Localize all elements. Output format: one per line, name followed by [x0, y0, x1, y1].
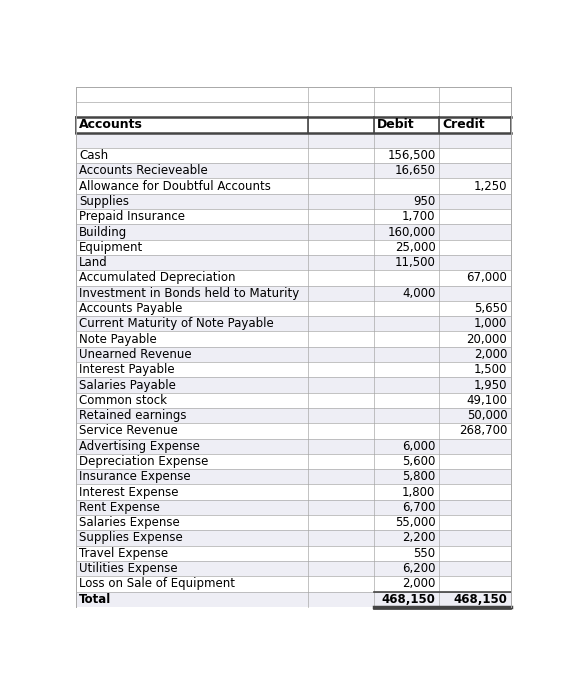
Text: Land: Land	[79, 256, 108, 269]
Text: 950: 950	[413, 195, 435, 208]
Text: 50,000: 50,000	[467, 409, 507, 422]
Text: Equipment: Equipment	[79, 241, 144, 254]
Text: 160,000: 160,000	[387, 225, 435, 239]
Bar	[76, 592, 511, 607]
Text: Retained earnings: Retained earnings	[79, 409, 187, 422]
Text: 11,500: 11,500	[394, 256, 435, 269]
Bar	[76, 148, 511, 163]
Text: 55,000: 55,000	[395, 516, 435, 529]
Bar	[76, 87, 511, 102]
Bar	[76, 515, 511, 531]
Text: Total: Total	[79, 593, 112, 606]
Text: Allowance for Doubtful Accounts: Allowance for Doubtful Accounts	[79, 180, 271, 193]
Text: 67,000: 67,000	[466, 272, 507, 284]
Text: Utilities Expense: Utilities Expense	[79, 562, 178, 575]
Text: Accounts Recieveable: Accounts Recieveable	[79, 164, 208, 177]
Bar	[76, 424, 511, 439]
Text: 6,700: 6,700	[402, 501, 435, 514]
Text: Debit: Debit	[377, 118, 415, 132]
Bar	[76, 118, 511, 132]
Bar	[76, 209, 511, 225]
Bar	[76, 178, 511, 194]
Text: 1,800: 1,800	[402, 486, 435, 498]
Text: Insurance Expense: Insurance Expense	[79, 470, 191, 483]
Text: Prepaid Insurance: Prepaid Insurance	[79, 210, 185, 223]
Text: 16,650: 16,650	[394, 164, 435, 177]
Bar	[76, 454, 511, 469]
Bar	[76, 194, 511, 209]
Text: 2,000: 2,000	[474, 348, 507, 361]
Text: 1,950: 1,950	[474, 379, 507, 391]
Text: Supplies: Supplies	[79, 195, 129, 208]
Text: 4,000: 4,000	[402, 287, 435, 300]
Text: 1,500: 1,500	[474, 363, 507, 376]
Text: Loss on Sale of Equipment: Loss on Sale of Equipment	[79, 578, 235, 590]
Bar	[76, 346, 511, 362]
Text: Salaries Payable: Salaries Payable	[79, 379, 176, 391]
Text: Unearned Revenue: Unearned Revenue	[79, 348, 192, 361]
Text: 2,200: 2,200	[402, 531, 435, 545]
Text: 6,000: 6,000	[402, 440, 435, 453]
Text: Travel Expense: Travel Expense	[79, 547, 168, 560]
Text: Supplies Expense: Supplies Expense	[79, 531, 183, 545]
Text: Service Revenue: Service Revenue	[79, 424, 178, 438]
Bar	[76, 301, 511, 316]
Bar	[76, 545, 511, 561]
Text: Accounts: Accounts	[79, 118, 143, 132]
Text: 1,250: 1,250	[474, 180, 507, 193]
Text: Accumulated Depreciation: Accumulated Depreciation	[79, 272, 236, 284]
Text: Salaries Expense: Salaries Expense	[79, 516, 180, 529]
Bar	[76, 225, 511, 239]
Bar	[76, 316, 511, 332]
Bar	[76, 393, 511, 408]
Text: 49,100: 49,100	[466, 394, 507, 407]
Bar	[76, 377, 511, 393]
Text: 5,650: 5,650	[474, 302, 507, 315]
Bar	[76, 286, 511, 301]
Bar	[76, 469, 511, 484]
Text: Advertising Expense: Advertising Expense	[79, 440, 200, 453]
Text: 268,700: 268,700	[459, 424, 507, 438]
Bar	[76, 362, 511, 377]
Text: Building: Building	[79, 225, 128, 239]
Bar	[76, 239, 511, 255]
Bar	[76, 163, 511, 179]
Text: Investment in Bonds held to Maturity: Investment in Bonds held to Maturity	[79, 287, 299, 300]
Text: Interest Expense: Interest Expense	[79, 486, 179, 498]
Bar	[76, 332, 511, 346]
Text: 156,500: 156,500	[387, 149, 435, 162]
Text: 2,000: 2,000	[402, 578, 435, 590]
Bar	[76, 576, 511, 592]
Text: 1,700: 1,700	[402, 210, 435, 223]
Text: 5,600: 5,600	[402, 455, 435, 468]
Bar	[76, 439, 511, 454]
Text: Interest Payable: Interest Payable	[79, 363, 175, 376]
Bar	[76, 270, 511, 286]
Bar	[76, 132, 511, 148]
Text: Depreciation Expense: Depreciation Expense	[79, 455, 209, 468]
Text: Cash: Cash	[79, 149, 108, 162]
Bar	[76, 255, 511, 270]
Text: Credit: Credit	[442, 118, 485, 132]
Bar	[76, 484, 511, 500]
Text: 1,000: 1,000	[474, 317, 507, 330]
Text: Accounts Payable: Accounts Payable	[79, 302, 182, 315]
Text: Current Maturity of Note Payable: Current Maturity of Note Payable	[79, 317, 274, 330]
Text: 468,150: 468,150	[453, 593, 507, 606]
Text: Common stock: Common stock	[79, 394, 167, 407]
Text: Note Payable: Note Payable	[79, 332, 157, 346]
Bar	[76, 531, 511, 545]
Bar	[76, 102, 511, 118]
Text: 550: 550	[413, 547, 435, 560]
Text: 20,000: 20,000	[466, 332, 507, 346]
Text: 468,150: 468,150	[381, 593, 435, 606]
Text: 5,800: 5,800	[402, 470, 435, 483]
Text: 6,200: 6,200	[402, 562, 435, 575]
Text: 25,000: 25,000	[394, 241, 435, 254]
Bar	[76, 408, 511, 424]
Text: Rent Expense: Rent Expense	[79, 501, 160, 514]
Bar	[76, 561, 511, 576]
Bar	[76, 500, 511, 515]
